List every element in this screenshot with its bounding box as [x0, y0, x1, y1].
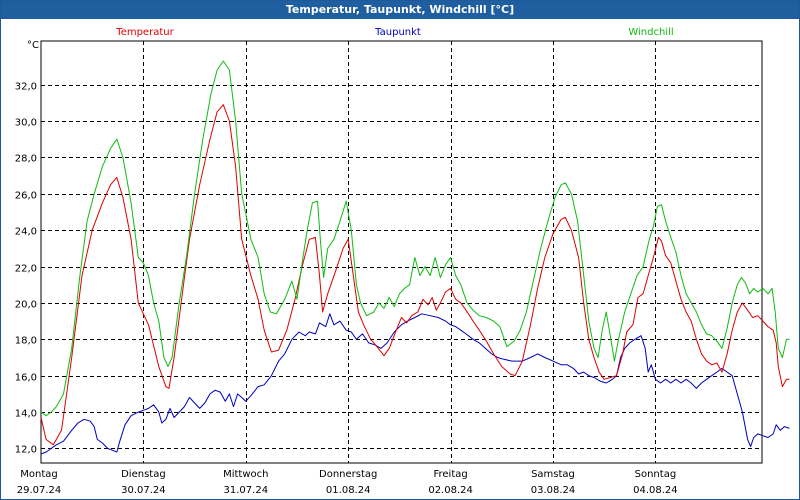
x-tick-day: Dienstag: [121, 469, 166, 480]
chart-title: Temperatur, Taupunkt, Windchill [°C]: [1, 1, 799, 19]
series-line-temperatur: [40, 104, 790, 446]
y-tick-label: 18,0: [15, 336, 37, 347]
x-tick-date: 04.08.24: [633, 485, 678, 496]
x-tick-day: Sonntag: [635, 469, 677, 480]
y-tick-label: 28,0: [15, 154, 37, 165]
series-line-windchill: [40, 60, 790, 417]
x-tick-date: 01.08.24: [326, 485, 371, 496]
legend-temperatur: Temperatur: [115, 27, 174, 38]
y-tick-labels: 12,0 14,0 16,0 18,0 20,0 22,0 24,0 26,0 28,0 30,0…: [15, 82, 37, 456]
chart-area: °C Temperatur Taupunkt Windchill 12,0 14,…: [15, 27, 790, 496]
x-tick-day: Mittwoch: [223, 469, 268, 480]
x-tick-date: 29.07.24: [17, 485, 62, 496]
plot-frame: [40, 40, 763, 464]
y-tick-label: 26,0: [15, 191, 37, 202]
legend-taupunkt: Taupunkt: [374, 27, 421, 38]
series-lines: [40, 60, 790, 455]
y-tick-label: 24,0: [15, 227, 37, 238]
y-axis-unit-label: °C: [27, 40, 39, 51]
x-tick-date: 02.08.24: [428, 485, 473, 496]
x-tick-day: Montag: [20, 469, 57, 480]
y-tick-label: 20,0: [15, 300, 37, 311]
y-tick-label: 16,0: [15, 373, 37, 384]
x-tick-day: Freitag: [433, 469, 467, 480]
x-tick-day: Donnerstag: [319, 469, 377, 480]
x-tick-labels: Montag 29.07.24 Dienstag 30.07.24 Mittwoch 31…: [17, 469, 678, 496]
y-tick-label: 30,0: [15, 118, 37, 129]
x-tick-date: 31.07.24: [224, 485, 269, 496]
y-tick-label: 22,0: [15, 264, 37, 275]
x-tick-date: 30.07.24: [121, 485, 166, 496]
series-line-taupunkt: [40, 313, 790, 455]
x-tick-day: Samstag: [531, 469, 575, 480]
x-tick-date: 03.08.24: [531, 485, 576, 496]
legend-windchill: Windchill: [628, 27, 673, 38]
y-tick-label: 14,0: [15, 409, 37, 420]
y-tick-label: 32,0: [15, 82, 37, 93]
y-tick-label: 12,0: [15, 445, 37, 456]
